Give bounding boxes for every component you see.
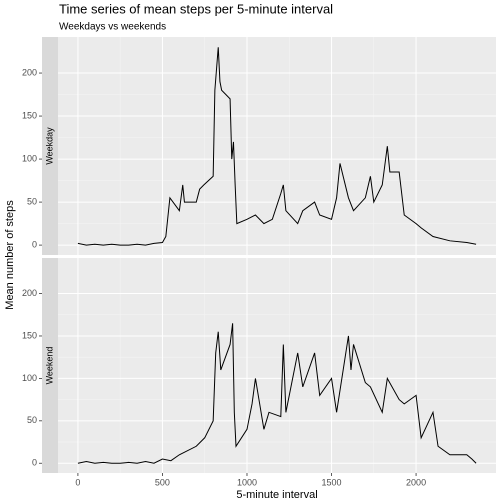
y-tick-label: 50 xyxy=(27,196,37,206)
line xyxy=(77,47,477,246)
chart-title: Time series of mean steps per 5-minute i… xyxy=(59,1,333,16)
y-tick-label: 150 xyxy=(22,330,37,340)
y-tick-label: 100 xyxy=(22,373,37,383)
x-axis-label: 5-minute interval xyxy=(236,489,317,501)
x-tick-label: 1000 xyxy=(237,477,257,487)
y-tick-label: 0 xyxy=(32,239,37,249)
y-tick-label: 150 xyxy=(22,110,37,120)
x-tick-label: 1500 xyxy=(322,477,342,487)
y-axis-label: Mean number of steps xyxy=(4,200,16,310)
panel-background xyxy=(58,258,496,473)
strip-label: Weekend xyxy=(44,347,54,385)
strip-background xyxy=(42,37,58,255)
chart-subtitle: Weekdays vs weekends xyxy=(59,22,166,33)
line xyxy=(77,323,477,464)
x-tick-label: 500 xyxy=(155,477,170,487)
panel-background xyxy=(58,37,496,255)
strip-label: Weekday xyxy=(44,127,54,165)
y-tick-label: 200 xyxy=(22,67,37,77)
y-tick-label: 0 xyxy=(32,458,37,468)
y-tick-label: 50 xyxy=(27,415,37,425)
x-tick-label: 2000 xyxy=(406,477,426,487)
y-tick-label: 200 xyxy=(22,288,37,298)
y-tick-label: 100 xyxy=(22,153,37,163)
strip-background xyxy=(42,258,58,473)
x-tick-label: 0 xyxy=(75,477,80,487)
